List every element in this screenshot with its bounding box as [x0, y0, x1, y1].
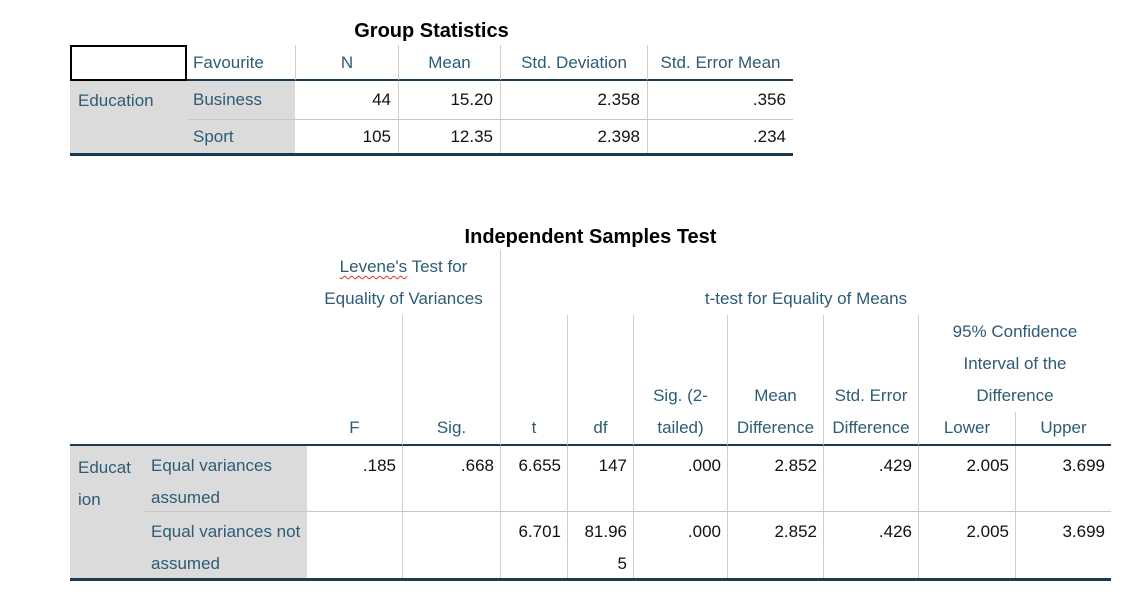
column-header-sig-2-tailed: Sig. (2-tailed) [633, 315, 727, 446]
levene-heading-rest: Test for Equality of Variances [324, 257, 483, 308]
cell-business-std-deviation: 2.358 [500, 81, 647, 120]
column-header-t: t [500, 315, 567, 446]
cell-r2-sig [402, 512, 500, 578]
column-header-lower: Lower [943, 418, 991, 437]
levene-misspelled-word: Levene's [339, 257, 408, 276]
row-header-education: Education [70, 81, 187, 153]
cell-r2-df: 81.965 [567, 512, 633, 578]
cell-business-std-error-mean: .356 [647, 81, 793, 120]
column-header-n: N [295, 45, 398, 81]
column-header-df: df [567, 315, 633, 446]
cell-r2-t: 6.701 [500, 512, 567, 578]
cell-r2-f [307, 512, 402, 578]
cell-r1-df: 147 [567, 446, 633, 512]
levene-test-heading: Levene's Test for Equality of Variances [307, 250, 500, 315]
cell-r1-lower: 2.005 [918, 446, 1015, 512]
cell-r1-t: 6.655 [500, 446, 567, 512]
cell-r2-upper: 3.699 [1015, 512, 1111, 578]
cell-r1-upper: 3.699 [1015, 446, 1111, 512]
cell-r2-std-error-difference: .426 [823, 512, 918, 578]
header-spacer-left [70, 315, 307, 446]
cell-r1-std-error-difference: .429 [823, 446, 918, 512]
column-header-f: F [307, 315, 402, 446]
row-header-education: Education [70, 446, 145, 578]
cell-r2-sig-2-tailed: .000 [633, 512, 727, 578]
confidence-interval-heading: 95% Confidence Interval of the Differenc… [952, 322, 1078, 405]
cell-business-n: 44 [295, 81, 398, 120]
row-label-business: Business [187, 81, 295, 120]
cell-r1-sig-2-tailed: .000 [633, 446, 727, 512]
corner-selection-cell [70, 45, 187, 81]
column-header-std-deviation: Std. Deviation [500, 45, 647, 81]
cell-r1-mean-difference: 2.852 [727, 446, 823, 512]
cell-sport-std-error-mean: .234 [647, 120, 793, 153]
column-header-favourite: Favourite [187, 45, 295, 81]
cell-r1-f: .185 [307, 446, 402, 512]
column-header-mean-difference: Mean Difference [727, 315, 823, 446]
cell-r2-mean-difference: 2.852 [727, 512, 823, 578]
independent-samples-test-table: Levene's Test for Equality of Variances … [70, 250, 1111, 581]
column-header-mean: Mean [398, 45, 500, 81]
header-spacer [70, 250, 307, 315]
cell-r1-sig: .668 [402, 446, 500, 512]
cell-r2-lower: 2.005 [918, 512, 1015, 578]
group-statistics-table: Favourite N Mean Std. Deviation Std. Err… [70, 45, 793, 156]
row-label-equal-variances-assumed: Equal variances assumed [145, 446, 307, 512]
cell-sport-mean: 12.35 [398, 120, 500, 153]
independent-samples-test-title: Independent Samples Test [464, 226, 717, 248]
cell-business-mean: 15.20 [398, 81, 500, 120]
column-header-std-error-mean: Std. Error Mean [647, 45, 793, 81]
ttest-heading: t-test for Equality of Means [500, 250, 1111, 315]
column-header-sig: Sig. [402, 315, 500, 446]
confidence-interval-header-group: 95% Confidence Interval of the Differenc… [918, 315, 1111, 446]
column-header-std-error-difference: Std. Error Difference [823, 315, 918, 446]
row-label-sport: Sport [187, 120, 295, 153]
cell-sport-std-deviation: 2.398 [500, 120, 647, 153]
group-statistics-title: Group Statistics [354, 20, 509, 42]
cell-sport-n: 105 [362, 126, 391, 146]
row-label-equal-variances-not-assumed: Equal variances not assumed [145, 512, 307, 578]
column-header-upper: Upper [1015, 412, 1111, 444]
